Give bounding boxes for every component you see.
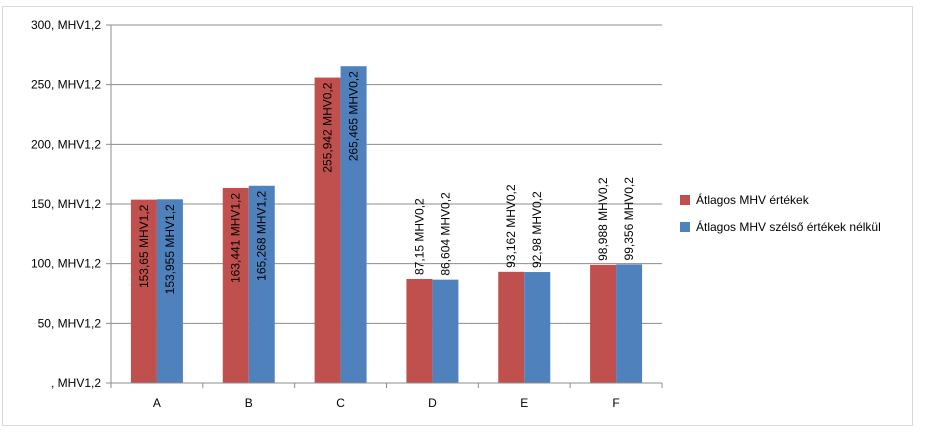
legend: Átlagos MHV értékek Átlagos MHV szélső ér… xyxy=(680,192,881,234)
bar-c-series-2 xyxy=(340,66,367,384)
data-label: 93,162 MHV0,2 xyxy=(504,184,518,268)
x-axis: A B C D E F xyxy=(110,382,663,410)
y-tick-label: 150, MHV1,2 xyxy=(31,197,101,211)
data-label: 165,268 MHV1,2 xyxy=(255,190,269,280)
bar-b-series-2 xyxy=(248,185,275,383)
bar-e-series-1 xyxy=(498,271,525,383)
x-tick-label: F xyxy=(612,396,619,410)
legend-label: Átlagos MHV szélső értékek nélkül xyxy=(696,219,881,234)
data-label: 92,98 MHV0,2 xyxy=(530,191,544,268)
data-label: 86,604 MHV0,2 xyxy=(438,192,452,276)
gridlines xyxy=(111,24,662,324)
legend-label: Átlagos MHV értékek xyxy=(696,192,810,207)
data-label: 99,356 MHV0,2 xyxy=(622,177,636,261)
bar-d-series-2 xyxy=(432,279,459,383)
y-tick-label: 300, MHV1,2 xyxy=(31,18,101,32)
y-tick-label: , MHV1,2 xyxy=(51,376,101,390)
y-tick-label: 250, MHV1,2 xyxy=(31,78,101,92)
y-axis: , MHV1,2 50, MHV1,2 100, MHV1,2 150, MHV1,2… xyxy=(31,18,112,390)
bar-e-series-2 xyxy=(524,272,551,383)
data-label: 265,465 MHV0,2 xyxy=(347,71,361,161)
data-label: 98,988 MHV0,2 xyxy=(596,177,610,261)
bar-a-series-2 xyxy=(156,199,183,383)
data-label: 163,441 MHV1,2 xyxy=(229,193,243,283)
data-label: 153,955 MHV1,2 xyxy=(163,204,177,294)
bar-f-series-2 xyxy=(616,264,643,383)
x-tick-label: C xyxy=(336,396,345,410)
y-tick-label: 100, MHV1,2 xyxy=(31,257,101,271)
data-label: 87,15 MHV0,2 xyxy=(412,198,426,275)
bar-c-series-1 xyxy=(314,77,341,384)
bar-d-series-1 xyxy=(406,279,433,383)
x-tick-label: D xyxy=(428,396,437,410)
bar-f-series-1 xyxy=(590,264,617,383)
bars: 153,65 MHV1,2 153,955 MHV1,2 163,441 MHV1,… xyxy=(130,66,643,384)
y-tick-label: 200, MHV1,2 xyxy=(31,137,101,151)
bar-b-series-1 xyxy=(222,187,249,383)
x-tick-label: B xyxy=(245,396,253,410)
x-tick-label: E xyxy=(520,396,528,410)
legend-swatch xyxy=(680,195,690,205)
bar-a-series-1 xyxy=(130,199,157,383)
data-label: 153,65 MHV1,2 xyxy=(137,204,151,288)
x-tick-label: A xyxy=(153,396,161,410)
data-label: 255,942 MHV0,2 xyxy=(321,82,335,172)
y-tick-label: 50, MHV1,2 xyxy=(38,316,102,330)
legend-swatch xyxy=(680,222,690,232)
